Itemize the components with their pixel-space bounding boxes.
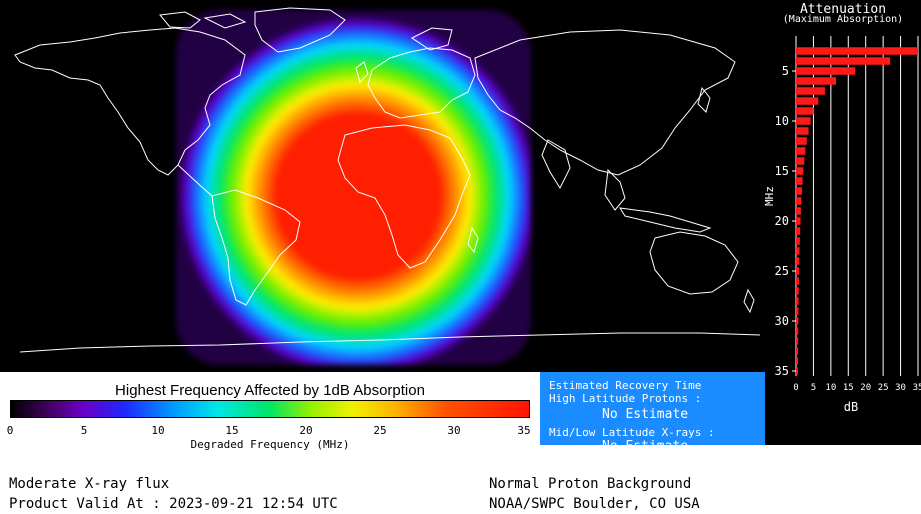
attenuation-xtick-label: 5 <box>811 383 816 393</box>
coastline-outlines <box>14 7 761 353</box>
attenuation-chart: 5 10 15 20 25 30 35 0 5 10 15 20 25 30 35 MHz dB <box>765 36 921 414</box>
frequency-legend: Highest Frequency Affected by 1dB Absorp… <box>0 372 540 451</box>
high-latitude-value: No Estimate <box>602 407 689 422</box>
attenuation-bar <box>796 127 809 135</box>
attenuation-bar <box>796 187 802 195</box>
frequency-colorbar <box>10 400 530 418</box>
product-valid-time: Product Valid At : 2023-09-21 12:54 UTC <box>9 496 338 512</box>
attenuation-bar <box>796 267 800 275</box>
south-america-outline <box>211 189 301 306</box>
attenuation-bar <box>796 357 798 365</box>
attenuation-bar <box>796 57 891 65</box>
greenland-outline <box>254 7 346 53</box>
attenuation-bar <box>796 177 803 185</box>
mid-low-latitude-label: Mid/Low Latitude X-rays : <box>549 426 715 439</box>
attenuation-bar <box>796 167 804 175</box>
attenuation-bar <box>796 107 814 115</box>
attenuation-ytick-label: 10 <box>775 114 789 128</box>
mid-low-latitude-value: No Estimate <box>602 439 689 454</box>
attenuation-xtick-label: 20 <box>860 383 871 393</box>
attenuation-bar <box>796 297 799 305</box>
high-latitude-label: High Latitude Protons : <box>549 392 702 405</box>
africa-outline <box>337 124 471 269</box>
attenuation-ytick-label: 25 <box>775 264 789 278</box>
attenuation-ylabel: MHz <box>765 186 776 206</box>
attenuation-bar <box>796 47 918 55</box>
attenuation-xtick-label: 35 <box>913 383 921 393</box>
attenuation-ytick-label: 15 <box>775 164 789 178</box>
attenuation-bar <box>796 137 807 145</box>
attenuation-xtick-label: 30 <box>895 383 906 393</box>
attenuation-title: Attenuation <box>799 2 887 17</box>
india-outline <box>541 139 571 190</box>
attenuation-xtick-label: 25 <box>878 383 889 393</box>
legend-tick: 35 <box>517 424 531 437</box>
legend-tick: 5 <box>80 424 88 437</box>
indonesia-outline <box>619 207 712 233</box>
attenuation-bar <box>796 217 801 225</box>
attenuation-panel: Attenuation (Maximum Absorption) 5 10 15 20… <box>765 0 921 445</box>
attenuation-bar <box>796 327 799 335</box>
xray-flux-status: Moderate X-ray flux <box>9 476 170 492</box>
attenuation-bar <box>796 67 856 75</box>
attenuation-xlabel: dB <box>844 400 858 414</box>
attenuation-bar <box>796 257 800 265</box>
legend-tick: 10 <box>151 424 165 437</box>
attenuation-bar <box>796 77 837 85</box>
legend-tick: 30 <box>447 424 461 437</box>
legend-tick: 20 <box>299 424 313 437</box>
north-america-outline <box>14 27 246 176</box>
attenuation-subtitle: (Maximum Absorption) <box>782 14 904 25</box>
attenuation-xtick-label: 10 <box>825 383 836 393</box>
attenuation-bar <box>796 277 799 285</box>
attenuation-bar <box>796 97 819 105</box>
attenuation-bar <box>796 317 799 325</box>
attenuation-xtick-label: 15 <box>843 383 854 393</box>
attenuation-bar <box>796 287 799 295</box>
southeast-asia-outline <box>604 168 626 211</box>
attenuation-bar <box>796 337 799 345</box>
attenuation-bar <box>796 207 801 215</box>
new-zealand-outline <box>743 288 755 314</box>
legend-tick: 15 <box>225 424 239 437</box>
attenuation-bar <box>796 347 799 355</box>
attenuation-bar <box>796 227 801 235</box>
europe-outline <box>367 47 476 119</box>
recovery-time-box: Estimated Recovery Time High Latitude Pr… <box>540 372 765 454</box>
antarctica-outline <box>19 332 761 353</box>
asia-outline <box>474 29 736 176</box>
source-credit: NOAA/SWPC Boulder, CO USA <box>489 496 700 512</box>
attenuation-ytick-label: 30 <box>775 314 789 328</box>
attenuation-bar <box>796 157 805 165</box>
proton-status: Normal Proton Background <box>489 476 692 492</box>
japan-outline <box>697 86 711 113</box>
australia-outline <box>649 231 739 295</box>
legend-axis-label: Degraded Frequency (MHz) <box>190 438 350 451</box>
attenuation-ytick-label: 5 <box>782 64 789 78</box>
attenuation-bar <box>796 247 800 255</box>
scandinavia-outline <box>411 27 453 51</box>
attenuation-ytick-label: 35 <box>775 364 789 378</box>
arctic-islands-outline <box>159 11 247 29</box>
attenuation-bar <box>796 367 798 375</box>
attenuation-ytick-label: 20 <box>775 214 789 228</box>
attenuation-bar <box>796 87 825 95</box>
attenuation-bar <box>796 307 799 315</box>
madagascar-outline <box>467 226 479 254</box>
attenuation-bar <box>796 147 806 155</box>
attenuation-bar <box>796 117 811 125</box>
attenuation-xtick-label: 0 <box>793 383 798 393</box>
britain-outline <box>355 61 369 83</box>
attenuation-bar <box>796 237 800 245</box>
recovery-heading: Estimated Recovery Time <box>549 379 702 392</box>
legend-title: Highest Frequency Affected by 1dB Absorp… <box>115 382 425 399</box>
legend-tick: 25 <box>373 424 387 437</box>
attenuation-bar <box>796 197 802 205</box>
world-map <box>0 0 765 372</box>
central-america-outline <box>177 164 213 197</box>
legend-tick: 0 <box>6 424 14 437</box>
